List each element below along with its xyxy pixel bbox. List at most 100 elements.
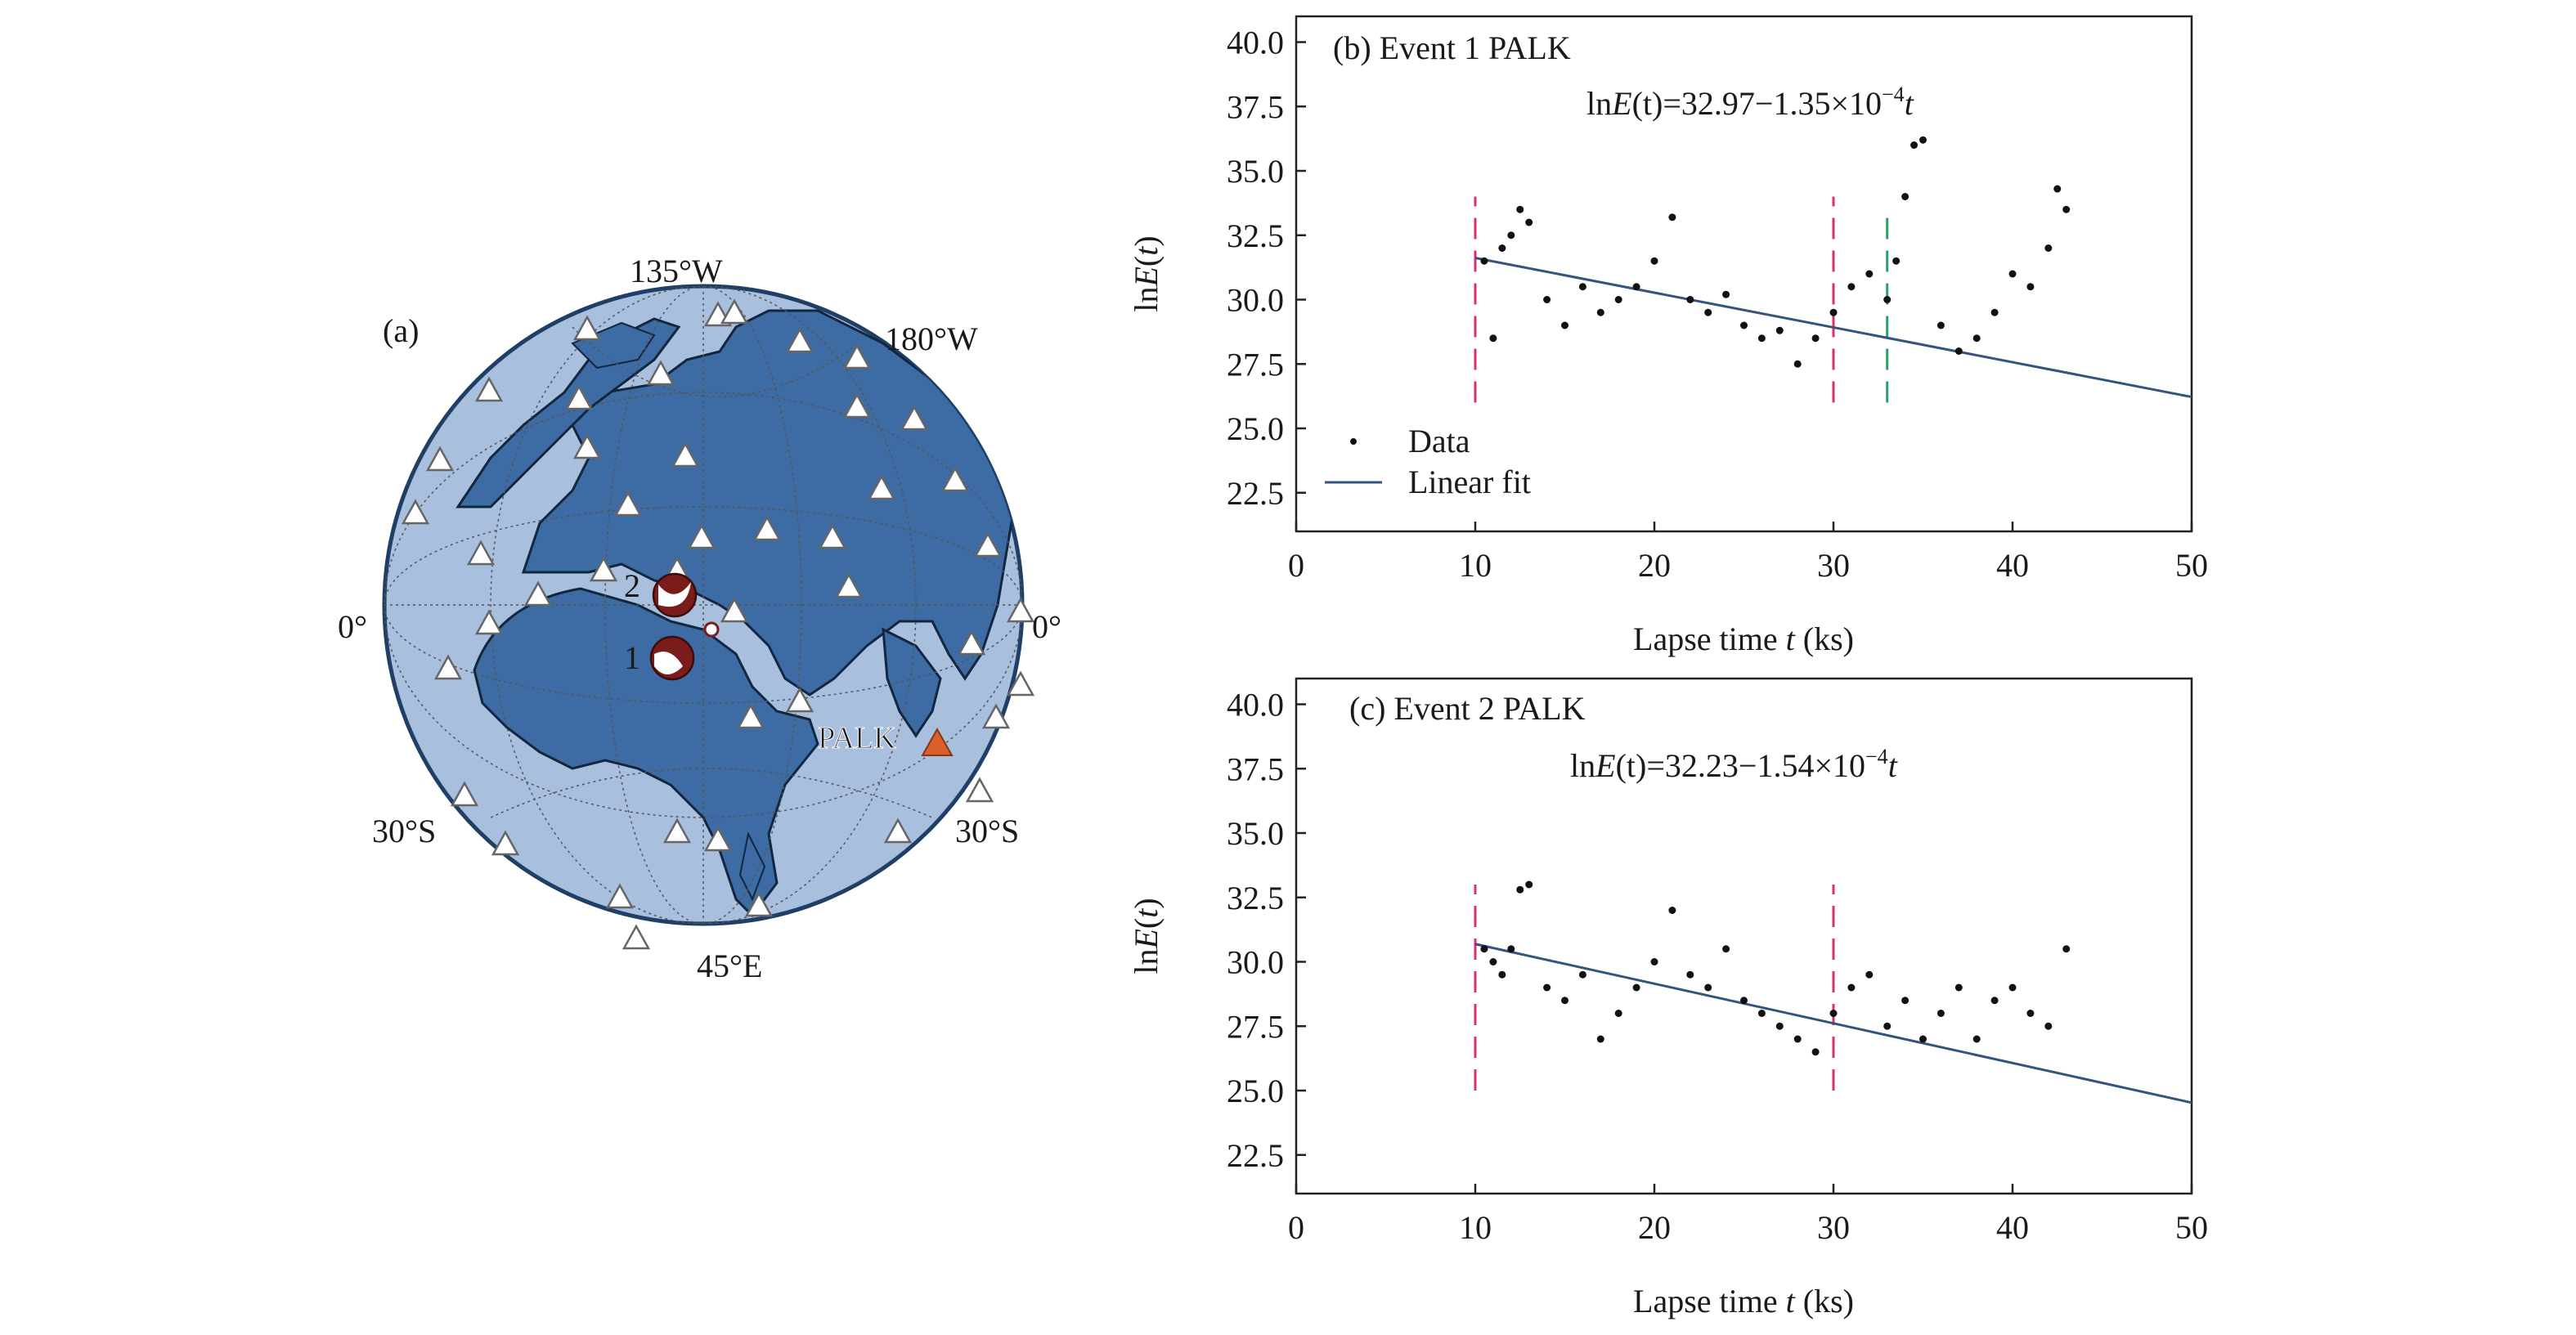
data-point bbox=[1829, 308, 1838, 316]
x-tick-label: 0 bbox=[1288, 1209, 1304, 1246]
chart-b-x-ticks: 0 10 20 30 40 50 bbox=[1288, 522, 2208, 584]
event-small-marker bbox=[703, 621, 720, 638]
chart-b-frame bbox=[1295, 15, 2193, 533]
chart-c-points bbox=[1480, 880, 2071, 1056]
x-tick-label: 40 bbox=[1996, 547, 2029, 584]
data-point bbox=[1561, 997, 1568, 1005]
data-point bbox=[2008, 983, 2017, 992]
data-point bbox=[1919, 1035, 1927, 1043]
y-tick-label: 35.0 bbox=[1227, 815, 1284, 852]
chart-b-fit bbox=[1474, 256, 2192, 399]
data-point bbox=[1650, 257, 1658, 265]
data-point bbox=[1793, 360, 1802, 368]
data-point bbox=[1954, 347, 1963, 355]
chart-c-y-ticks: 22.5 25.0 27.5 30.0 32.5 35.0 37.5 40.0 bbox=[1227, 687, 1306, 1174]
data-point bbox=[1775, 326, 1784, 334]
data-point bbox=[1883, 1022, 1892, 1030]
data-point bbox=[1775, 1022, 1784, 1030]
data-point bbox=[1614, 296, 1622, 303]
data-point bbox=[1525, 218, 1533, 226]
data-point bbox=[1498, 970, 1506, 979]
chart-b-gridless-frame bbox=[1295, 15, 2193, 533]
continent-africa bbox=[473, 587, 819, 918]
data-point bbox=[1596, 308, 1604, 316]
data-point bbox=[1507, 945, 1515, 953]
madagascar bbox=[738, 831, 766, 902]
data-point bbox=[1892, 257, 1901, 265]
data-point bbox=[2044, 1022, 2053, 1030]
legend-data-marker bbox=[1350, 438, 1357, 445]
y-tick-label: 30.0 bbox=[1227, 282, 1284, 319]
data-point bbox=[1686, 296, 1694, 303]
lon-label-180w: 180°W bbox=[885, 320, 978, 357]
data-point bbox=[1954, 983, 1963, 992]
data-point bbox=[1507, 231, 1515, 240]
chart-c-x-ticks: 0 10 20 30 40 50 bbox=[1288, 1184, 2208, 1246]
lon-label-135w: 135°W bbox=[630, 253, 723, 289]
legend-data-label: Data bbox=[1408, 423, 1470, 459]
chart-b-markers bbox=[1474, 196, 1889, 403]
station-marker bbox=[966, 777, 994, 803]
globe bbox=[382, 284, 1025, 926]
data-point bbox=[1972, 334, 1981, 343]
data-point bbox=[1480, 257, 1488, 265]
data-point bbox=[1936, 321, 1945, 329]
data-point bbox=[2008, 270, 2017, 278]
data-point bbox=[1740, 321, 1748, 329]
data-point bbox=[1883, 296, 1892, 303]
y-tick-label: 37.5 bbox=[1227, 750, 1284, 787]
data-point bbox=[1722, 945, 1730, 953]
data-point bbox=[1865, 270, 1874, 278]
data-point bbox=[2062, 205, 2071, 213]
event-1-label: 1 bbox=[624, 639, 640, 676]
y-tick-label: 32.5 bbox=[1227, 217, 1284, 254]
x-tick-label: 20 bbox=[1638, 1209, 1671, 1246]
x-tick-label: 10 bbox=[1459, 1209, 1492, 1246]
event-2: 2 bbox=[624, 567, 698, 618]
data-point bbox=[1757, 334, 1766, 343]
data-point bbox=[1901, 997, 1910, 1005]
x-tick-label: 30 bbox=[1817, 1209, 1850, 1246]
data-point bbox=[1972, 1035, 1981, 1043]
data-point bbox=[1561, 321, 1568, 329]
data-point bbox=[1811, 334, 1820, 343]
x-tick-label: 30 bbox=[1817, 547, 1850, 584]
data-point bbox=[1910, 141, 1919, 149]
event-2-label: 2 bbox=[624, 567, 640, 604]
chart-b-legend: Data Linear fit bbox=[1325, 423, 1531, 500]
y-tick-label: 25.0 bbox=[1227, 1073, 1284, 1109]
palk-station: PALK bbox=[818, 721, 954, 756]
data-point bbox=[1936, 1010, 1945, 1017]
chart-c-ylabel: lnE(t) bbox=[1128, 898, 1165, 974]
data-point bbox=[2026, 283, 2035, 291]
data-point bbox=[1480, 945, 1488, 953]
data-point bbox=[1757, 1010, 1766, 1017]
data-point bbox=[1686, 970, 1694, 979]
data-point bbox=[1847, 283, 1856, 291]
chart-b-points bbox=[1480, 136, 2071, 368]
chart-c-equation: lnE(t)=32.23−1.54×10−4t bbox=[1570, 745, 1898, 784]
lat-label-30s-right: 30°S bbox=[955, 813, 1019, 849]
data-point bbox=[1811, 1048, 1820, 1056]
chart-c-fit bbox=[1474, 943, 2192, 1104]
chart-b-xlabel: Lapse time t (ks) bbox=[1633, 620, 1854, 657]
lon-label-45e: 45°E bbox=[697, 947, 762, 984]
chart-b-y-ticks: 22.5 25.0 27.5 30.0 32.5 35.0 37.5 40.0 bbox=[1227, 25, 1306, 512]
palk-marker bbox=[921, 727, 954, 756]
graticule bbox=[384, 286, 1022, 924]
data-point bbox=[2026, 1010, 2035, 1017]
y-tick-label: 40.0 bbox=[1227, 25, 1284, 61]
chart-c-panel-label: (c) Event 2 PALK bbox=[1349, 690, 1586, 727]
station-marker bbox=[622, 925, 650, 950]
data-point bbox=[1668, 213, 1676, 222]
x-tick-label: 10 bbox=[1459, 547, 1492, 584]
data-point bbox=[1740, 997, 1748, 1005]
data-point bbox=[1543, 296, 1551, 303]
x-tick-label: 0 bbox=[1288, 547, 1304, 584]
map-panel: (a) bbox=[338, 253, 1061, 984]
linear-fit-line bbox=[1474, 943, 2192, 1104]
data-point bbox=[2053, 185, 2062, 193]
data-point bbox=[1516, 205, 1524, 213]
data-point bbox=[1650, 958, 1658, 965]
indian-subcontinent bbox=[882, 627, 942, 738]
